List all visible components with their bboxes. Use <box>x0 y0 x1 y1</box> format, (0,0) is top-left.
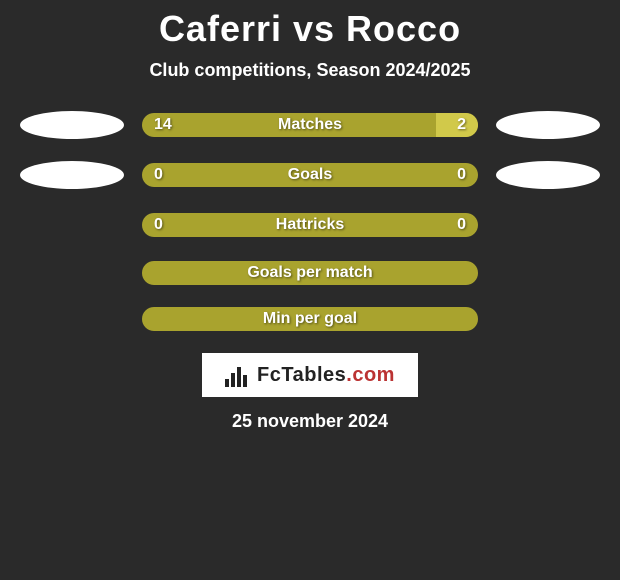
stat-pill: Goals per match <box>142 261 478 285</box>
stat-row-hattricks: 0 Hattricks 0 <box>0 211 620 239</box>
comparison-card: Caferri vs Rocco Club competitions, Seas… <box>0 0 620 432</box>
logo-box: FcTables.com <box>202 353 418 397</box>
left-value: 0 <box>154 166 163 184</box>
bar-chart-icon <box>225 363 253 387</box>
right-value: 0 <box>457 216 466 234</box>
pill-label: Min per goal <box>263 310 357 328</box>
stat-rows: 14 Matches 2 0 Goals 0 0 Hattricks 0 <box>0 111 620 331</box>
right-value: 0 <box>457 166 466 184</box>
page-title: Caferri vs Rocco <box>0 8 620 50</box>
bar-label: Matches <box>278 116 342 134</box>
bar-label: Goals <box>288 166 332 184</box>
date-label: 25 november 2024 <box>0 411 620 432</box>
left-marker <box>20 161 124 189</box>
right-marker <box>496 161 600 189</box>
logo-tld: .com <box>346 364 395 386</box>
stat-row-mpg: Min per goal <box>0 307 620 331</box>
stat-bar: 14 Matches 2 <box>142 113 478 137</box>
stat-pill: Min per goal <box>142 307 478 331</box>
logo-main: FcTables <box>257 364 346 386</box>
right-marker <box>496 111 600 139</box>
stat-bar: 0 Hattricks 0 <box>142 213 478 237</box>
stat-row-matches: 14 Matches 2 <box>0 111 620 139</box>
left-marker <box>20 111 124 139</box>
right-value: 2 <box>457 116 466 134</box>
pill-label: Goals per match <box>247 264 372 282</box>
subtitle: Club competitions, Season 2024/2025 <box>0 60 620 81</box>
left-value: 0 <box>154 216 163 234</box>
stat-row-goals: 0 Goals 0 <box>0 161 620 189</box>
stat-row-gpm: Goals per match <box>0 261 620 285</box>
logo-text: FcTables.com <box>257 364 395 387</box>
bar-label: Hattricks <box>276 216 344 234</box>
left-value: 14 <box>154 116 172 134</box>
stat-bar: 0 Goals 0 <box>142 163 478 187</box>
